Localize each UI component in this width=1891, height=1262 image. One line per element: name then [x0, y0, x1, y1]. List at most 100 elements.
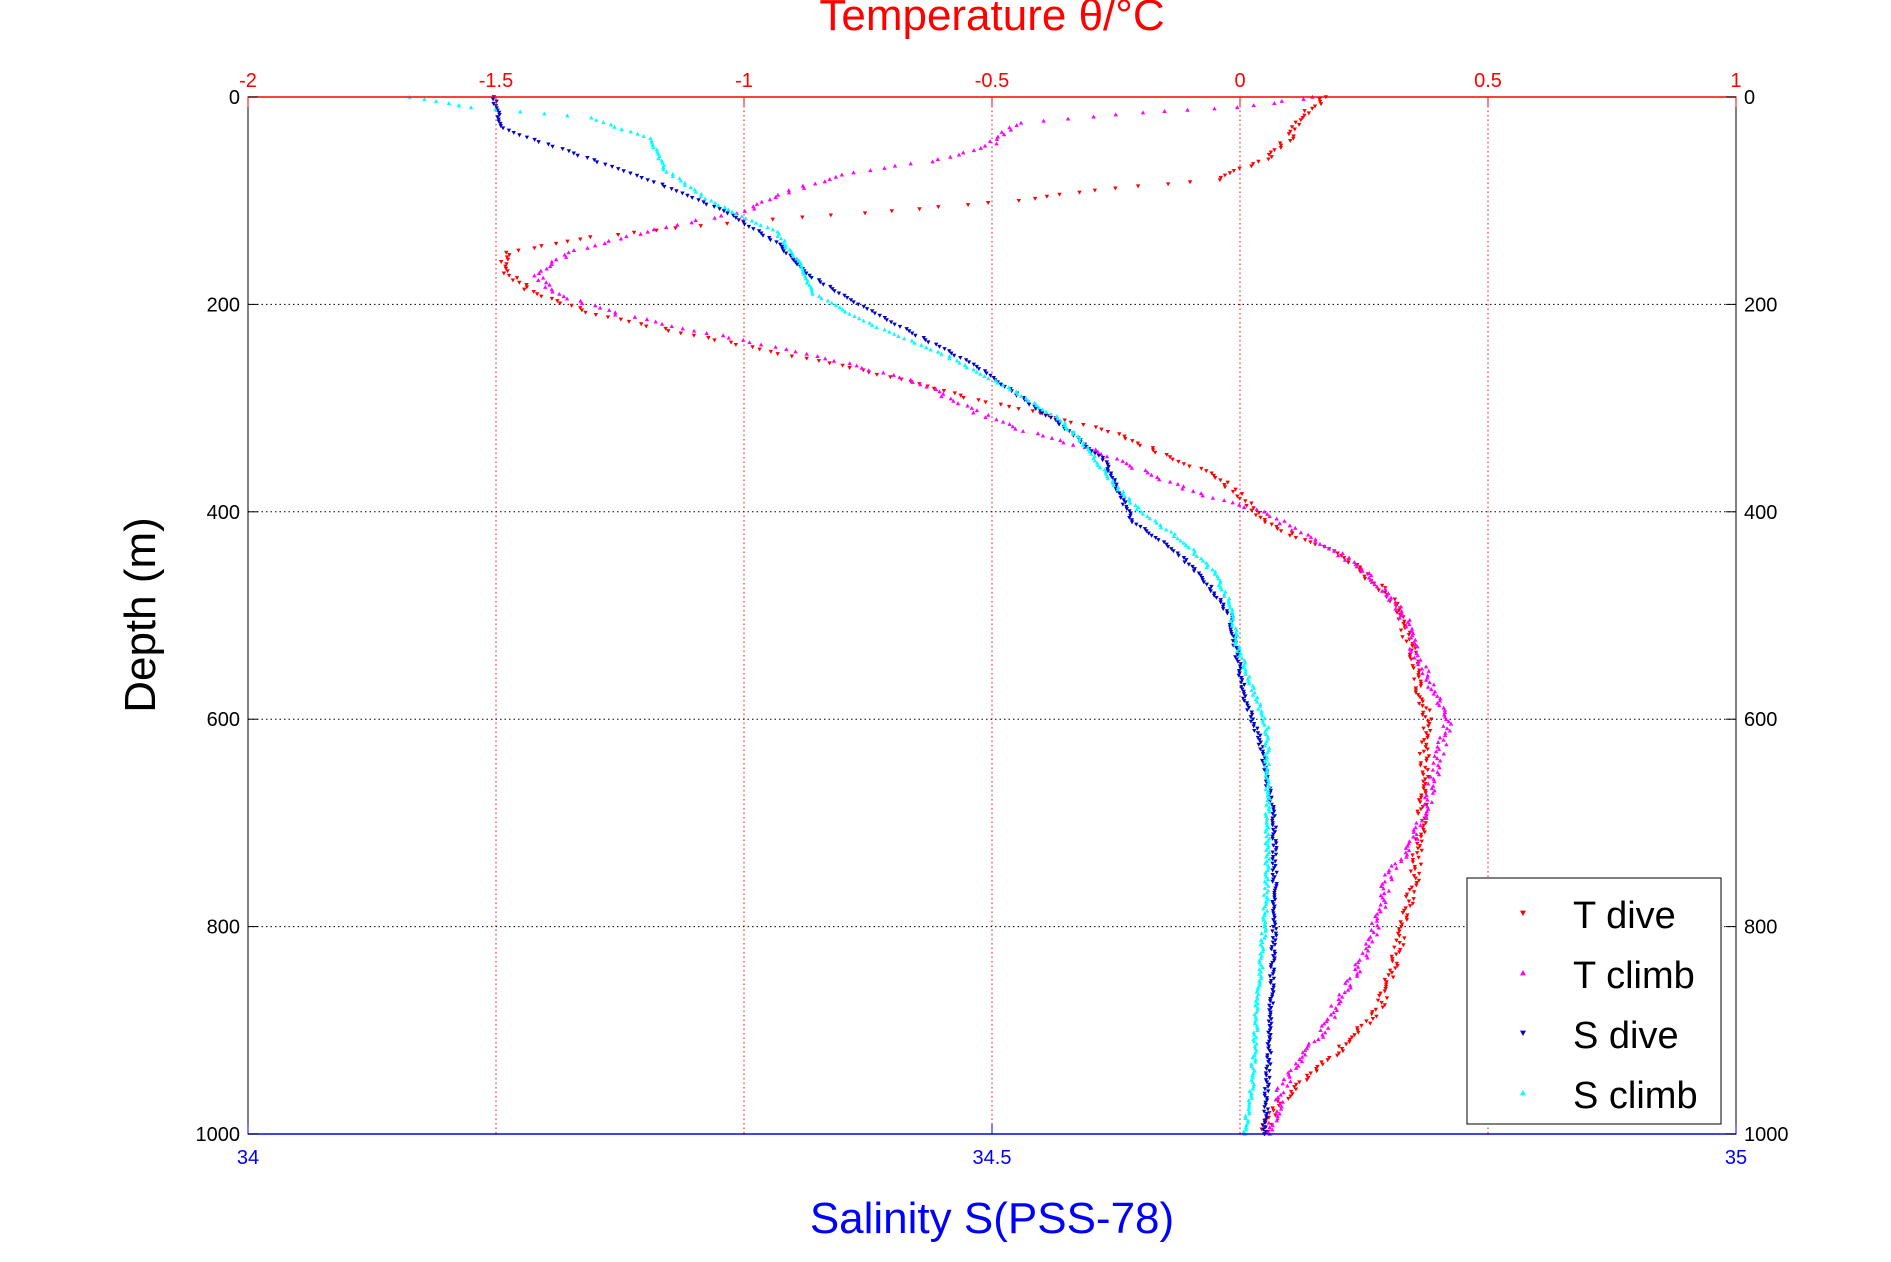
- data-point: [1423, 706, 1429, 711]
- data-point: [1091, 114, 1096, 119]
- data-point: [1397, 947, 1403, 952]
- data-point: [937, 344, 942, 349]
- data-point: [1249, 710, 1254, 715]
- data-point: [743, 216, 748, 221]
- data-point: [976, 398, 981, 403]
- data-point: [765, 225, 770, 230]
- data-point: [1264, 881, 1269, 886]
- data-point: [1349, 1035, 1355, 1040]
- data-point: [1370, 939, 1375, 944]
- data-point: [1352, 1033, 1357, 1038]
- data-point: [1404, 639, 1409, 644]
- data-point: [1243, 1127, 1249, 1132]
- data-point: [1373, 914, 1378, 918]
- data-point: [588, 235, 593, 240]
- data-point: [888, 375, 893, 380]
- data-point: [1272, 956, 1277, 961]
- data-point: [641, 133, 646, 138]
- data-point: [1413, 825, 1418, 830]
- data-point: [1273, 839, 1278, 844]
- data-point: [1263, 1102, 1268, 1107]
- data-point: [1266, 1030, 1271, 1035]
- data-point: [1231, 616, 1236, 621]
- data-point: [704, 202, 709, 207]
- data-point: [539, 294, 544, 299]
- data-point: [1347, 976, 1353, 981]
- data-point: [1261, 892, 1267, 897]
- data-point: [1425, 735, 1430, 740]
- data-point: [1416, 798, 1422, 803]
- data-point: [1268, 965, 1274, 970]
- data-point: [1393, 599, 1398, 604]
- data-point: [882, 315, 888, 320]
- data-point: [1269, 1017, 1274, 1022]
- data-point: [1055, 416, 1060, 421]
- data-point: [729, 209, 735, 214]
- depth-tick-label-left: 800: [207, 917, 240, 939]
- data-point: [1386, 597, 1392, 602]
- data-point: [1392, 597, 1398, 602]
- data-point: [693, 218, 698, 223]
- data-point: [653, 319, 658, 324]
- data-point: [780, 247, 785, 252]
- data-point: [1120, 491, 1126, 496]
- data-point: [1429, 687, 1434, 692]
- data-point: [935, 157, 941, 161]
- data-point: [1416, 659, 1421, 664]
- data-point: [1191, 551, 1197, 556]
- data-point: [1408, 635, 1414, 640]
- data-point: [1432, 779, 1437, 784]
- data-point: [986, 376, 991, 381]
- depth-tick-label-right: 1000: [1744, 1124, 1789, 1146]
- data-point: [1372, 582, 1377, 587]
- data-point: [790, 254, 796, 259]
- temperature-tick-label: 1: [1730, 70, 1741, 92]
- data-point: [1268, 999, 1273, 1004]
- data-point: [1302, 1052, 1308, 1057]
- data-point: [1233, 637, 1239, 642]
- data-point: [1062, 420, 1068, 425]
- data-point: [1399, 859, 1404, 864]
- temperature-tick-label: -1: [735, 70, 753, 92]
- data-point: [651, 145, 656, 150]
- data-point: [1446, 719, 1451, 724]
- data-point: [1362, 576, 1368, 581]
- data-point: [872, 311, 878, 316]
- data-point: [1355, 971, 1360, 976]
- data-point: [1077, 436, 1082, 441]
- data-point: [1245, 703, 1250, 708]
- data-point: [1244, 701, 1250, 706]
- data-point: [597, 305, 603, 310]
- data-point: [712, 338, 717, 343]
- data-point: [1241, 689, 1246, 694]
- data-point: [1120, 502, 1126, 507]
- data-point: [1251, 724, 1256, 729]
- data-point: [1093, 425, 1099, 430]
- data-point: [1293, 525, 1298, 530]
- data-point: [939, 351, 944, 356]
- data-point: [1229, 609, 1235, 614]
- data-point: [1382, 872, 1388, 877]
- data-point: [1269, 795, 1274, 800]
- data-point: [1253, 1019, 1258, 1024]
- data-point: [816, 278, 822, 283]
- data-point: [1150, 446, 1156, 451]
- data-point: [897, 375, 902, 380]
- data-point: [1421, 726, 1426, 731]
- data-point: [1255, 1028, 1260, 1033]
- data-point: [958, 355, 963, 360]
- data-point: [571, 248, 577, 253]
- data-point: [1437, 735, 1443, 740]
- data-point: [1420, 671, 1425, 676]
- data-point: [1238, 651, 1244, 656]
- data-point: [1421, 828, 1426, 833]
- data-point: [1448, 721, 1454, 726]
- data-point: [753, 220, 759, 225]
- data-point: [736, 218, 741, 223]
- data-point: [1292, 1085, 1297, 1090]
- data-point: [978, 145, 984, 150]
- data-point: [1169, 547, 1174, 552]
- data-point: [1416, 675, 1422, 680]
- data-point: [1258, 702, 1263, 706]
- data-point: [1264, 1055, 1270, 1060]
